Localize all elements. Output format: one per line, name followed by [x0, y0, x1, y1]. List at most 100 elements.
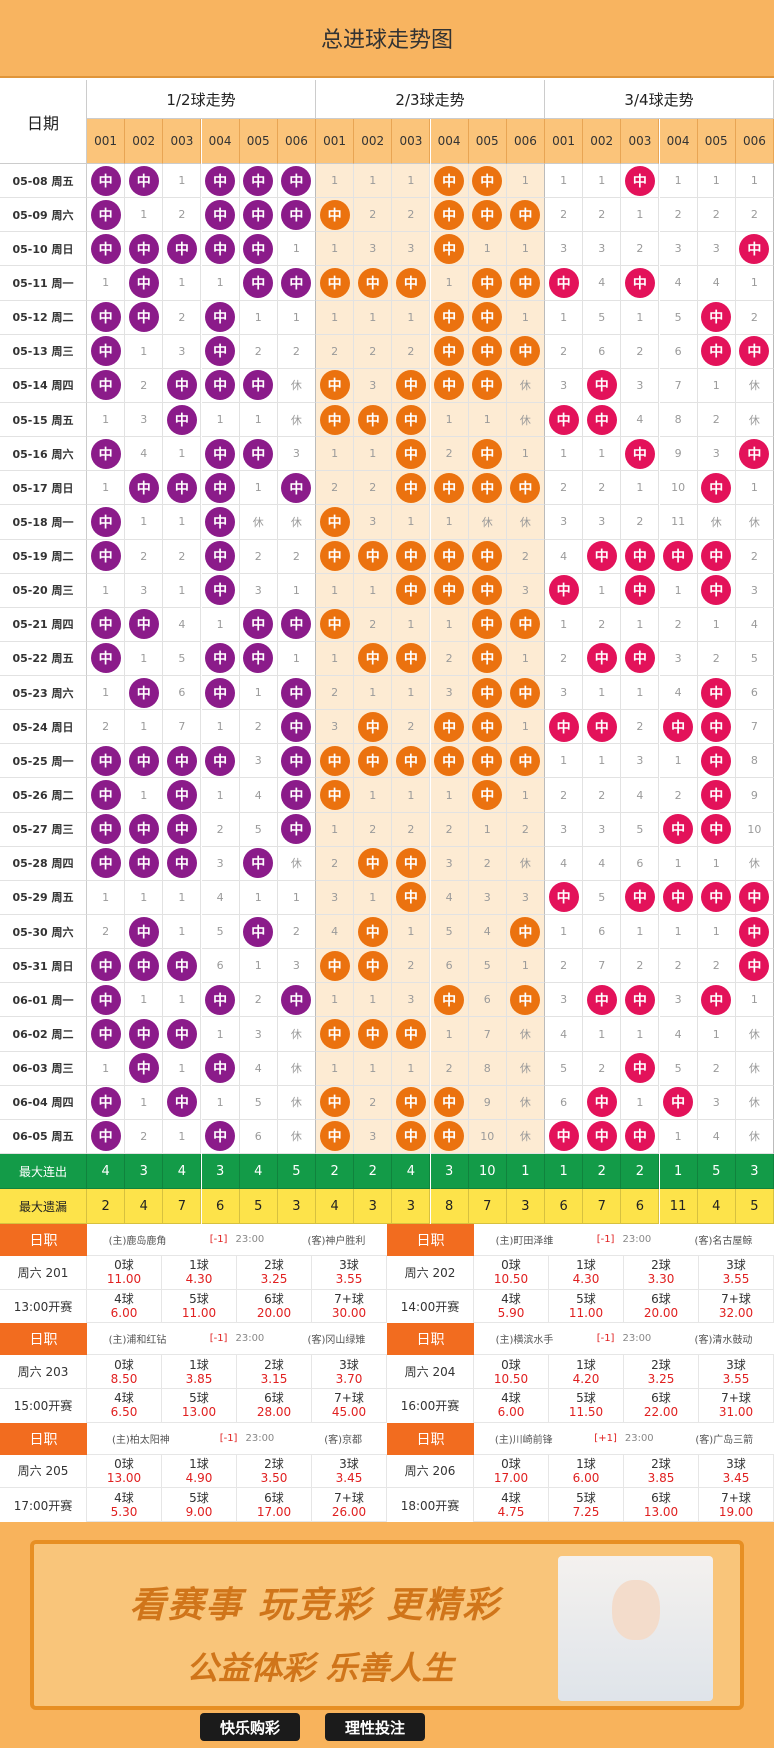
trend-cell: 中	[201, 505, 240, 540]
trend-cell: 3	[697, 1085, 736, 1120]
hit-ball: 中	[472, 711, 503, 742]
trend-cell: 中	[430, 573, 469, 608]
hit-ball: 中	[166, 745, 197, 776]
hit-ball: 中	[128, 1019, 159, 1049]
trend-cell: 2	[545, 778, 584, 813]
trend-cell: 中	[125, 676, 164, 711]
trend-cell: 1	[277, 641, 316, 677]
hit-ball: 中	[472, 336, 503, 367]
trend-cell: 4	[430, 880, 469, 916]
trend-cell: 1	[316, 641, 355, 677]
odds-value: 3.25	[260, 1272, 288, 1287]
trend-cell: 1	[583, 676, 622, 711]
trend-cell: 中	[430, 1119, 469, 1154]
trend-cell: 中	[697, 778, 736, 813]
hit-ball: 中	[472, 575, 503, 606]
row-date: 05-10 周日	[0, 232, 87, 267]
row-date: 05-25 周一	[0, 744, 87, 779]
trend-cell: 3	[621, 368, 660, 403]
trend-cell: 中	[354, 1017, 393, 1052]
trend-cell: 中	[87, 539, 126, 574]
hit-ball: 中	[90, 165, 121, 196]
hit-ball: 中	[205, 984, 236, 1015]
trend-cell: 中	[583, 1085, 622, 1120]
hit-ball: 中	[548, 882, 579, 913]
trend-cell: 中	[201, 368, 240, 403]
trend-cell: 中	[735, 949, 774, 984]
trend-cell: 中	[87, 164, 126, 199]
kick-time: 23:00	[622, 1333, 652, 1345]
odds-value: 3.25	[647, 1371, 675, 1386]
row-date: 05-23 周六	[0, 676, 87, 711]
odds-value: 3.15	[260, 1371, 288, 1386]
trend-cell: 5	[659, 1051, 698, 1086]
trend-cell: 3	[354, 505, 393, 540]
away-team: (客)清水鼓动	[694, 1335, 753, 1347]
trend-cell: 中	[316, 1017, 355, 1052]
odds-value: 6.00	[572, 1470, 600, 1485]
trend-cell: 2	[621, 505, 660, 540]
trend-cell: 中	[277, 164, 316, 199]
trend-cell: 休	[277, 402, 316, 438]
stat-value: 7	[583, 1189, 622, 1224]
trend-cell: 中	[125, 744, 164, 779]
trend-cell: 中	[239, 846, 278, 881]
trend-cell: 中	[87, 1085, 126, 1120]
kick-time: 23:00	[235, 1234, 265, 1245]
trend-cell: 1	[506, 164, 545, 199]
trend-cell: 中	[430, 232, 469, 267]
stat-value: 4	[125, 1189, 164, 1224]
trend-cell: 2	[239, 710, 278, 745]
trend-cell: 中	[468, 573, 507, 608]
hit-ball: 中	[701, 541, 732, 572]
hit-ball: 中	[243, 916, 274, 947]
hit-ball: 中	[319, 780, 350, 811]
hit-ball: 中	[281, 472, 312, 503]
trend-cell: 1	[621, 1085, 660, 1120]
hit-ball: 中	[205, 541, 236, 572]
trend-cell: 2	[163, 539, 202, 574]
trend-cell: 1	[201, 1085, 240, 1120]
trend-cell: 休	[506, 1051, 545, 1086]
trend-cell: 3	[545, 232, 584, 267]
trend-cell: 中	[697, 573, 736, 608]
trend-cell: 2	[545, 198, 584, 233]
trend-cell: 1	[277, 880, 316, 916]
hit-ball: 中	[90, 1121, 121, 1152]
hit-ball: 中	[281, 165, 312, 196]
trend-cell: 休	[735, 1017, 774, 1052]
trend-cell: 3	[545, 983, 584, 1018]
trend-cell: 1	[430, 402, 469, 438]
trend-cell: 1	[354, 983, 393, 1018]
trend-cell: 1	[697, 846, 736, 881]
hit-ball: 中	[205, 677, 236, 708]
trend-cell: 1	[87, 471, 126, 506]
hit-ball: 中	[319, 1019, 350, 1049]
odds-value: 7.25	[572, 1504, 600, 1519]
goal-label: 7+球	[721, 1391, 751, 1406]
row-date: 05-22 周五	[0, 641, 87, 677]
odds-value: 3.50	[260, 1470, 288, 1485]
trend-cell: 中	[430, 198, 469, 233]
hit-ball: 中	[90, 950, 121, 981]
hit-ball: 中	[357, 711, 388, 742]
trend-cell: 1	[316, 164, 355, 199]
hit-ball: 中	[395, 1121, 426, 1152]
trend-cell: 1	[277, 300, 316, 335]
trend-cell: 1	[545, 164, 584, 199]
hit-ball: 中	[739, 882, 770, 913]
trend-cell: 中	[735, 437, 774, 472]
odds-cell: 2球 3.15	[237, 1355, 312, 1389]
trend-cell: 1	[354, 676, 393, 711]
hit-ball: 中	[205, 472, 236, 503]
hit-ball: 中	[243, 438, 274, 469]
trend-cell: 中	[125, 164, 164, 199]
trend-cell: 中	[545, 710, 584, 745]
hit-ball: 中	[395, 1087, 426, 1118]
trend-cell: 1	[621, 607, 660, 642]
trend-cell: 1	[201, 607, 240, 642]
trend-cell: 1	[697, 915, 736, 950]
odds-cell: 4球 4.75	[474, 1488, 549, 1522]
trend-cell: 3	[125, 573, 164, 608]
trend-cell: 中	[621, 539, 660, 574]
